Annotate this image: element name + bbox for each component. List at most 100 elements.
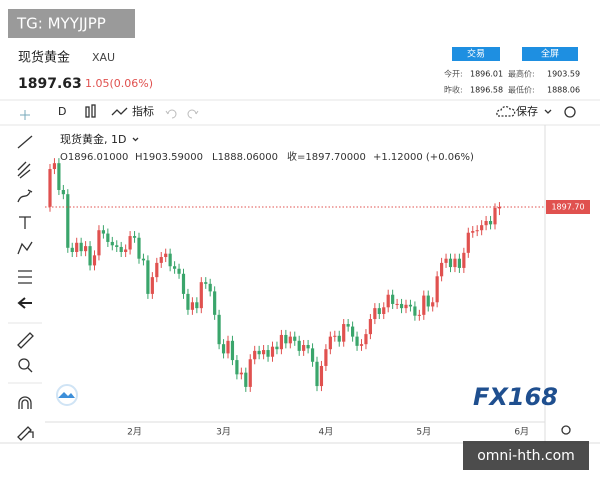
back-tool[interactable] <box>17 297 32 309</box>
candle-body <box>413 306 417 316</box>
measure-tool[interactable] <box>17 332 34 349</box>
candle-body <box>181 273 186 294</box>
zoom-tool[interactable] <box>18 358 30 370</box>
stat-value: 1903.59 <box>547 70 580 79</box>
zoom-tool-handle <box>27 367 33 373</box>
redo-button[interactable] <box>187 109 199 119</box>
fib-tool[interactable] <box>17 161 31 179</box>
candle-body <box>244 372 248 387</box>
text-tool[interactable] <box>19 216 31 229</box>
ohlc-legend: O1896.01000 <box>60 152 128 163</box>
candle-body <box>288 336 292 344</box>
candle-body <box>177 268 181 274</box>
candle-body <box>435 276 439 303</box>
lock-tool[interactable] <box>17 426 34 441</box>
candle-body <box>462 252 466 268</box>
candle-body <box>480 225 484 231</box>
fullscreen-button-label[interactable]: 全屏 <box>541 48 559 60</box>
logo-icon <box>58 392 75 398</box>
interval-button[interactable]: D <box>58 105 66 118</box>
candle-body <box>453 258 457 268</box>
candle-body <box>190 302 194 310</box>
candle-body <box>266 350 270 357</box>
stat-label: 昨收: <box>444 85 463 95</box>
trade-button-label[interactable]: 交易 <box>467 48 485 60</box>
ohlc-legend: 收=1897.70000 <box>287 150 366 163</box>
candle-body <box>106 233 110 242</box>
trend-line-tool[interactable] <box>17 135 33 149</box>
undo-button[interactable] <box>165 109 177 119</box>
candle-body <box>351 326 355 337</box>
candle-body <box>408 304 413 307</box>
drawing-toolbar <box>8 110 42 441</box>
candle-body <box>155 262 159 278</box>
candle-body <box>364 334 368 345</box>
stat-label: 今开: <box>444 69 463 79</box>
save-dropdown[interactable] <box>544 109 552 114</box>
interval-dropdown[interactable] <box>132 137 139 142</box>
x-tick-label: 2月 <box>127 427 142 438</box>
candle-body <box>302 345 306 351</box>
indicator-icon[interactable] <box>111 107 128 116</box>
candle-body <box>262 350 266 355</box>
axis-settings[interactable] <box>561 425 571 435</box>
candle-body <box>141 258 146 261</box>
symbol-name: 现货黄金 <box>18 50 70 66</box>
candle-body <box>84 246 88 252</box>
candle-body <box>297 340 301 351</box>
candle-body <box>253 350 257 360</box>
candle-body <box>373 308 377 320</box>
candle-body <box>195 302 199 309</box>
trade-button[interactable] <box>452 47 500 61</box>
candle-body <box>75 242 79 252</box>
candle-body <box>484 220 488 226</box>
brush-tool[interactable] <box>17 189 33 203</box>
candle-body <box>355 336 359 346</box>
watermark: TG: MYYJJPP <box>16 15 106 33</box>
stat-label: 最低价: <box>508 85 535 95</box>
candle-body <box>333 335 337 337</box>
candle-body <box>315 361 319 387</box>
ohlc-legend: H1903.59000 <box>135 152 203 163</box>
candle-body <box>221 344 226 354</box>
candle-body <box>417 314 421 316</box>
candle-body <box>208 283 212 292</box>
candle-body <box>217 314 221 345</box>
candle-body <box>475 230 479 232</box>
save-button[interactable]: 保存 <box>516 104 538 118</box>
candle-body <box>395 303 399 305</box>
chart-style-button[interactable] <box>85 104 96 118</box>
candle-body <box>488 220 493 225</box>
pattern-tool[interactable] <box>17 241 33 255</box>
prediction-tool[interactable] <box>18 270 32 284</box>
candle-body <box>235 360 239 375</box>
stat-label: 最高价: <box>508 69 535 79</box>
fullscreen-button[interactable] <box>522 47 578 61</box>
candle-body <box>279 334 283 350</box>
candle-body <box>431 302 435 307</box>
stat-value: 1896.01 <box>470 70 503 79</box>
candle-body <box>164 253 168 258</box>
logo-ring <box>56 384 78 406</box>
candle-body <box>88 246 92 266</box>
symbol-code: XAU <box>92 51 115 64</box>
candle-body <box>168 253 172 267</box>
watermark-box <box>8 9 135 38</box>
indicator-button[interactable]: 指标 <box>132 104 154 118</box>
candle-body <box>324 349 328 366</box>
footer-watermark-box <box>463 441 589 470</box>
settings-button[interactable] <box>564 106 576 118</box>
candle-body <box>97 230 101 256</box>
magnet-tool[interactable] <box>18 396 32 409</box>
candle-body <box>346 324 350 327</box>
candle-body <box>66 194 70 248</box>
candle-body <box>119 246 123 252</box>
candle-body <box>444 258 448 263</box>
stat-value: 1888.06 <box>547 86 580 95</box>
crosshair-tool[interactable] <box>20 110 30 120</box>
candle-body <box>422 295 426 315</box>
candle-body <box>359 344 364 346</box>
candle-body <box>257 350 261 355</box>
candle-body <box>270 346 275 357</box>
cloud-icon[interactable] <box>496 105 516 117</box>
